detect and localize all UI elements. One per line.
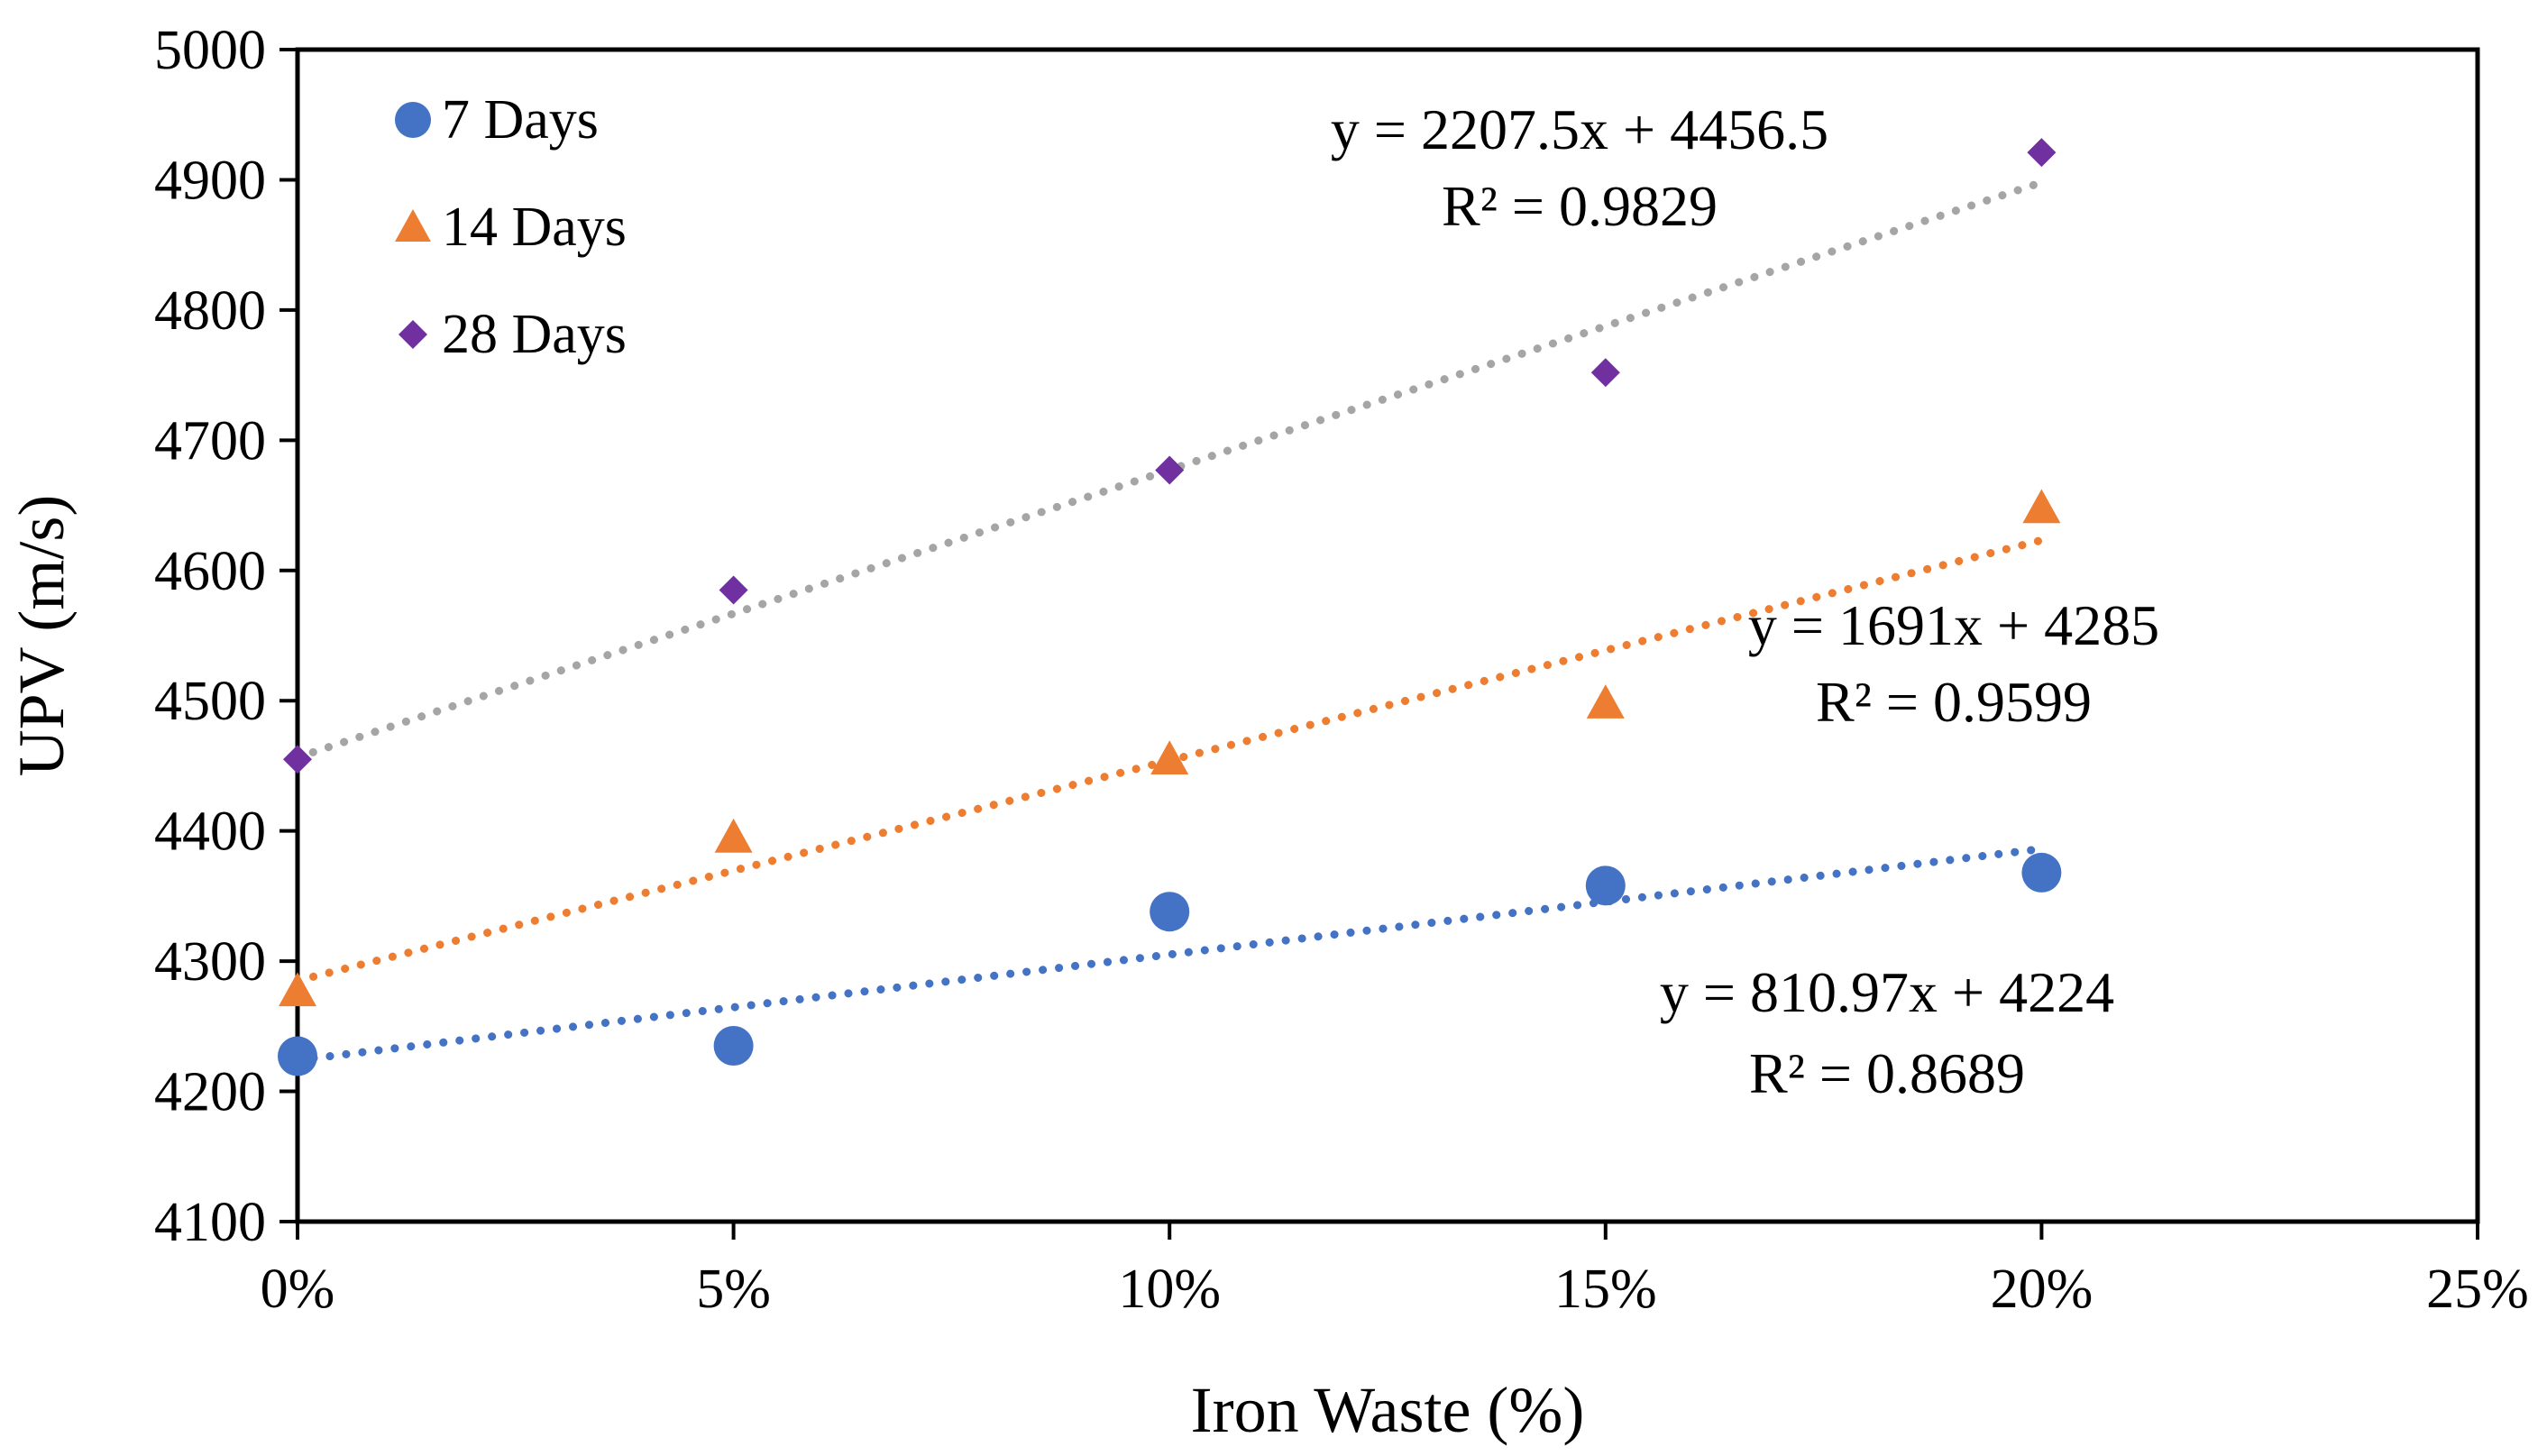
legend-entry-7-days: 7 Days	[395, 89, 599, 151]
equation-28-days: y = 2207.5x + 4456.5 R² = 0.9829	[1331, 97, 1828, 238]
data-point-28-days	[1155, 455, 1185, 485]
trendline-equation: y = 2207.5x + 4456.5	[1331, 97, 1828, 161]
legend-label: 14 Days	[442, 197, 627, 258]
y-tick-label: 4300	[154, 931, 266, 993]
data-point-7-days	[1150, 892, 1190, 932]
legend-entry-14-days: 14 Days	[395, 197, 627, 258]
y-tick-label: 4400	[154, 801, 266, 863]
legend-label: 7 Days	[442, 89, 599, 151]
x-tick-label: 15%	[1554, 1259, 1657, 1320]
legend-label: 28 Days	[442, 304, 627, 365]
legend-marker	[395, 102, 431, 138]
trendline-r-squared: R² = 0.8689	[1749, 1041, 2025, 1105]
y-tick-label: 4600	[154, 541, 266, 602]
x-tick-label: 10%	[1118, 1259, 1221, 1320]
y-tick-label: 4200	[154, 1062, 266, 1123]
x-tick-label: 0%	[261, 1259, 335, 1320]
data-point-7-days	[713, 1026, 754, 1066]
y-axis-title: UPV (m/s)	[5, 495, 78, 777]
y-tick-label: 4100	[154, 1192, 266, 1253]
equation-7-days: y = 810.97x + 4224 R² = 0.8689	[1660, 960, 2114, 1105]
data-point-28-days	[719, 575, 748, 605]
trendline-7-days	[293, 845, 2046, 1065]
y-tick-label: 4800	[154, 280, 266, 342]
trendline-equation: y = 1691x + 4285	[1748, 593, 2159, 657]
trendline-r-squared: R² = 0.9599	[1816, 670, 2092, 734]
legend-marker	[399, 320, 427, 349]
equation-14-days: y = 1691x + 4285 R² = 0.9599	[1748, 593, 2159, 734]
data-point-14-days	[2022, 489, 2061, 524]
legend-marker	[395, 209, 431, 242]
data-point-14-days	[1150, 740, 1189, 775]
y-tick-label: 5000	[154, 20, 266, 81]
x-tick-label: 20%	[1991, 1259, 2093, 1320]
data-point-28-days	[2027, 138, 2057, 168]
data-point-14-days	[1586, 684, 1625, 719]
y-tick-label: 4700	[154, 410, 266, 472]
data-point-14-days	[279, 972, 316, 1007]
data-point-28-days	[1590, 358, 1620, 388]
x-tick-label: 25%	[2426, 1259, 2529, 1320]
data-point-14-days	[714, 818, 753, 853]
legend-entry-28-days: 28 Days	[399, 304, 627, 365]
plot-area	[295, 47, 2480, 1224]
data-point-7-days	[1585, 865, 1626, 906]
trendline-r-squared: R² = 0.9829	[1442, 174, 1718, 238]
y-tick-label: 4900	[154, 150, 266, 211]
trendline-equation: y = 810.97x + 4224	[1660, 960, 2114, 1024]
y-tick-label: 4500	[154, 671, 266, 732]
x-axis-title: Iron Waste (%)	[1191, 1374, 1585, 1446]
trendline-28-days	[293, 178, 2046, 762]
data-point-7-days	[278, 1036, 317, 1076]
x-tick-label: 5%	[696, 1259, 771, 1320]
data-point-7-days	[2021, 852, 2062, 893]
data-point-28-days	[283, 745, 312, 774]
